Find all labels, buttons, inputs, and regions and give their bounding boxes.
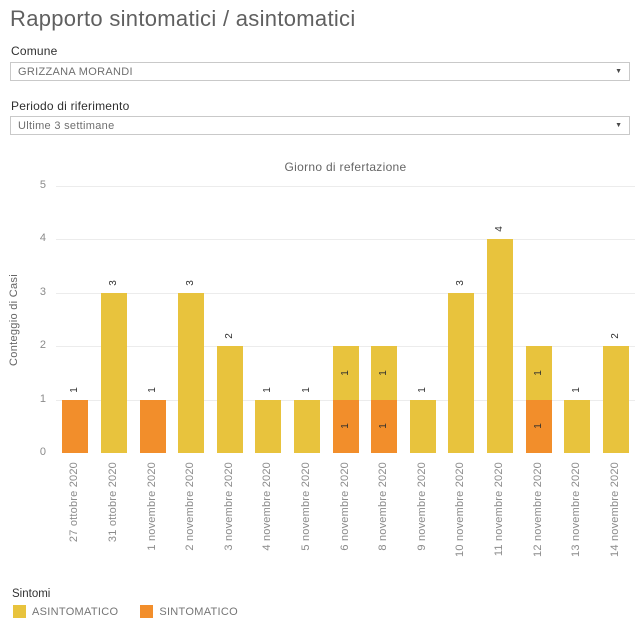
bar-segment-asintomatico[interactable]: [486, 239, 513, 453]
x-axis-label: 13 novembre 2020: [570, 462, 583, 557]
bar-segment-asintomatico[interactable]: [216, 346, 243, 453]
bar-segment-asintomatico[interactable]: [448, 292, 475, 453]
periodo-dropdown-value: Ultime 3 settimane: [18, 119, 115, 132]
x-axis-label: 14 novembre 2020: [608, 462, 621, 557]
legend-label: ASINTOMATICO: [32, 605, 119, 618]
gridline: [56, 186, 635, 187]
bar-value-label: 1: [69, 386, 81, 393]
bar-value-label: 2: [609, 333, 621, 339]
x-axis-label: 12 novembre 2020: [531, 462, 544, 557]
bar-segment-sintomatico[interactable]: [332, 399, 359, 453]
y-tick-label: 1: [39, 392, 46, 405]
legend-title: Sintomi: [12, 588, 51, 600]
y-axis-title: Conteggio di Casi: [8, 274, 20, 366]
y-tick-label: 3: [39, 285, 46, 298]
y-tick-label: 5: [39, 179, 46, 191]
bar-segment-asintomatico[interactable]: [332, 346, 359, 400]
bar-value-label: 1: [378, 370, 390, 376]
bar-segment-sintomatico[interactable]: [525, 399, 552, 453]
bar-value-label: 3: [185, 280, 197, 286]
gridline: [56, 292, 635, 294]
x-axis-label: 11 novembre 2020: [492, 462, 505, 557]
bar-value-label: 1: [146, 386, 158, 393]
bar-value-label: 1: [300, 386, 312, 393]
gridline: [56, 239, 635, 241]
x-axis-label: 27 ottobre 2020: [68, 462, 81, 543]
bar-segment-asintomatico[interactable]: [100, 292, 127, 453]
bar-value-label: 1: [532, 423, 544, 430]
bar-value-label: 4: [493, 226, 505, 233]
comune-dropdown-value: GRIZZANA MORANDI: [18, 65, 133, 78]
x-axis-label: 8 novembre 2020: [377, 462, 390, 551]
bar-value-label: 1: [532, 370, 544, 376]
legend-swatch-asintomatico: [13, 605, 26, 618]
bar-value-label: 2: [223, 333, 235, 339]
bar-segment-sintomatico[interactable]: [62, 399, 89, 453]
bar-value-label: 1: [339, 370, 351, 376]
bar-value-label: 1: [378, 423, 390, 430]
bar-segment-asintomatico[interactable]: [564, 399, 591, 453]
x-axis-label: 10 novembre 2020: [454, 462, 467, 557]
chart-title: Giorno di refertazione: [284, 160, 407, 174]
x-axis-label: 6 novembre 2020: [338, 462, 351, 551]
bar-segment-sintomatico[interactable]: [139, 399, 166, 453]
chevron-down-icon: ▼: [615, 122, 622, 129]
comune-dropdown[interactable]: GRIZZANA MORANDI ▼: [10, 62, 630, 81]
x-axis-label: 3 novembre 2020: [222, 462, 235, 551]
x-axis-label: 5 novembre 2020: [299, 462, 312, 551]
x-axis-label: 2 novembre 2020: [184, 462, 197, 551]
x-axis-label: 9 novembre 2020: [415, 462, 428, 551]
legend-swatch-sintomatico: [140, 605, 154, 618]
bar-value-label: 1: [571, 386, 583, 393]
bar-segment-asintomatico[interactable]: [255, 399, 282, 453]
bar-value-label: 1: [416, 386, 428, 393]
bar-value-label: 1: [262, 386, 274, 393]
legend-item-asintomatico[interactable]: ASINTOMATICO: [13, 605, 118, 618]
bar-segment-asintomatico[interactable]: [178, 292, 205, 453]
page-title: Rapporto sintomatici / asintomatici: [10, 6, 356, 31]
bar-value-label: 3: [107, 280, 119, 286]
y-tick-label: 0: [39, 446, 46, 458]
bar-value-label: 3: [455, 280, 467, 286]
y-tick-label: 2: [39, 339, 46, 352]
bar-segment-asintomatico[interactable]: [409, 399, 436, 453]
x-axis-label: 4 novembre 2020: [261, 462, 274, 551]
bar-segment-asintomatico[interactable]: [602, 346, 629, 453]
y-tick-label: 4: [39, 232, 46, 245]
comune-filter-label: Comune: [11, 44, 58, 58]
bar-value-label: 1: [339, 423, 351, 430]
chevron-down-icon: ▼: [615, 68, 622, 75]
x-axis-label: 1 novembre 2020: [145, 462, 158, 551]
bar-segment-asintomatico[interactable]: [525, 346, 552, 400]
legend: ASINTOMATICO SINTOMATICO: [13, 605, 238, 618]
legend-item-sintomatico[interactable]: SINTOMATICO: [140, 605, 238, 618]
bar-segment-asintomatico[interactable]: [371, 346, 398, 400]
x-axis-label: 31 ottobre 2020: [106, 462, 119, 543]
bar-segment-sintomatico[interactable]: [371, 399, 398, 453]
periodo-dropdown[interactable]: Ultime 3 settimane ▼: [10, 116, 630, 135]
legend-label: SINTOMATICO: [159, 605, 238, 618]
periodo-filter-label: Periodo di riferimento: [11, 99, 130, 113]
bar-segment-asintomatico[interactable]: [293, 399, 320, 453]
